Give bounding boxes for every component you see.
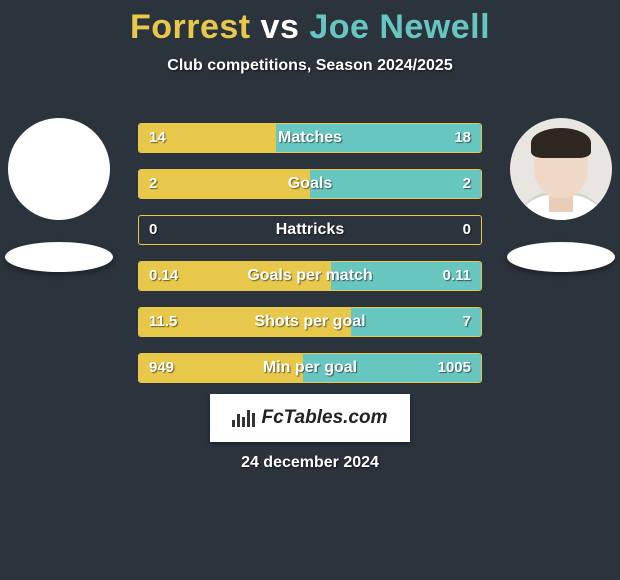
player2-avatar [510,118,612,220]
bar-fill-right [276,124,481,152]
player2-name: Joe Newell [309,8,490,46]
bar-right-value: 0 [463,221,471,238]
bar-fill-left [139,170,310,198]
stat-bar-row: Shots per goal11.57 [138,307,482,337]
player1-name: Forrest [130,8,251,46]
stat-bar-row: Hattricks0 0 [138,215,482,245]
bar-fill-left [139,308,351,336]
comparison-title: Forrest vs Joe Newell [0,0,620,47]
date-text: 24 december 2024 [0,454,620,472]
bar-fill-right [351,308,481,336]
stat-bar-row: Matches1418 [138,123,482,153]
bar-fill-right [310,170,481,198]
bar-left-value: 0 [149,221,157,238]
bar-fill-right [303,354,481,382]
stat-bar-row: Goals22 [138,169,482,199]
logo-bars-icon [232,410,255,427]
bar-fill-left [139,354,303,382]
player1-shadow [5,242,113,272]
stat-bars-container: Matches1418 Goals22 Hattricks0 0 Goals per m… [138,123,482,399]
player1-avatar [8,118,110,220]
player2-shadow [507,242,615,272]
stat-bar-row: Min per goal9491005 [138,353,482,383]
fctables-logo[interactable]: FcTables.com [210,394,410,442]
bar-stat-label: Hattricks [139,221,481,239]
player2-avatar-column [506,118,616,272]
player1-avatar-column [4,118,114,272]
subtitle: Club competitions, Season 2024/2025 [0,57,620,75]
bar-fill-right [331,262,481,290]
stat-bar-row: Goals per match0.140.11 [138,261,482,291]
bar-fill-left [139,262,331,290]
vs-text: vs [261,8,300,46]
bar-fill-left [139,124,276,152]
logo-text: FcTables.com [261,407,387,429]
